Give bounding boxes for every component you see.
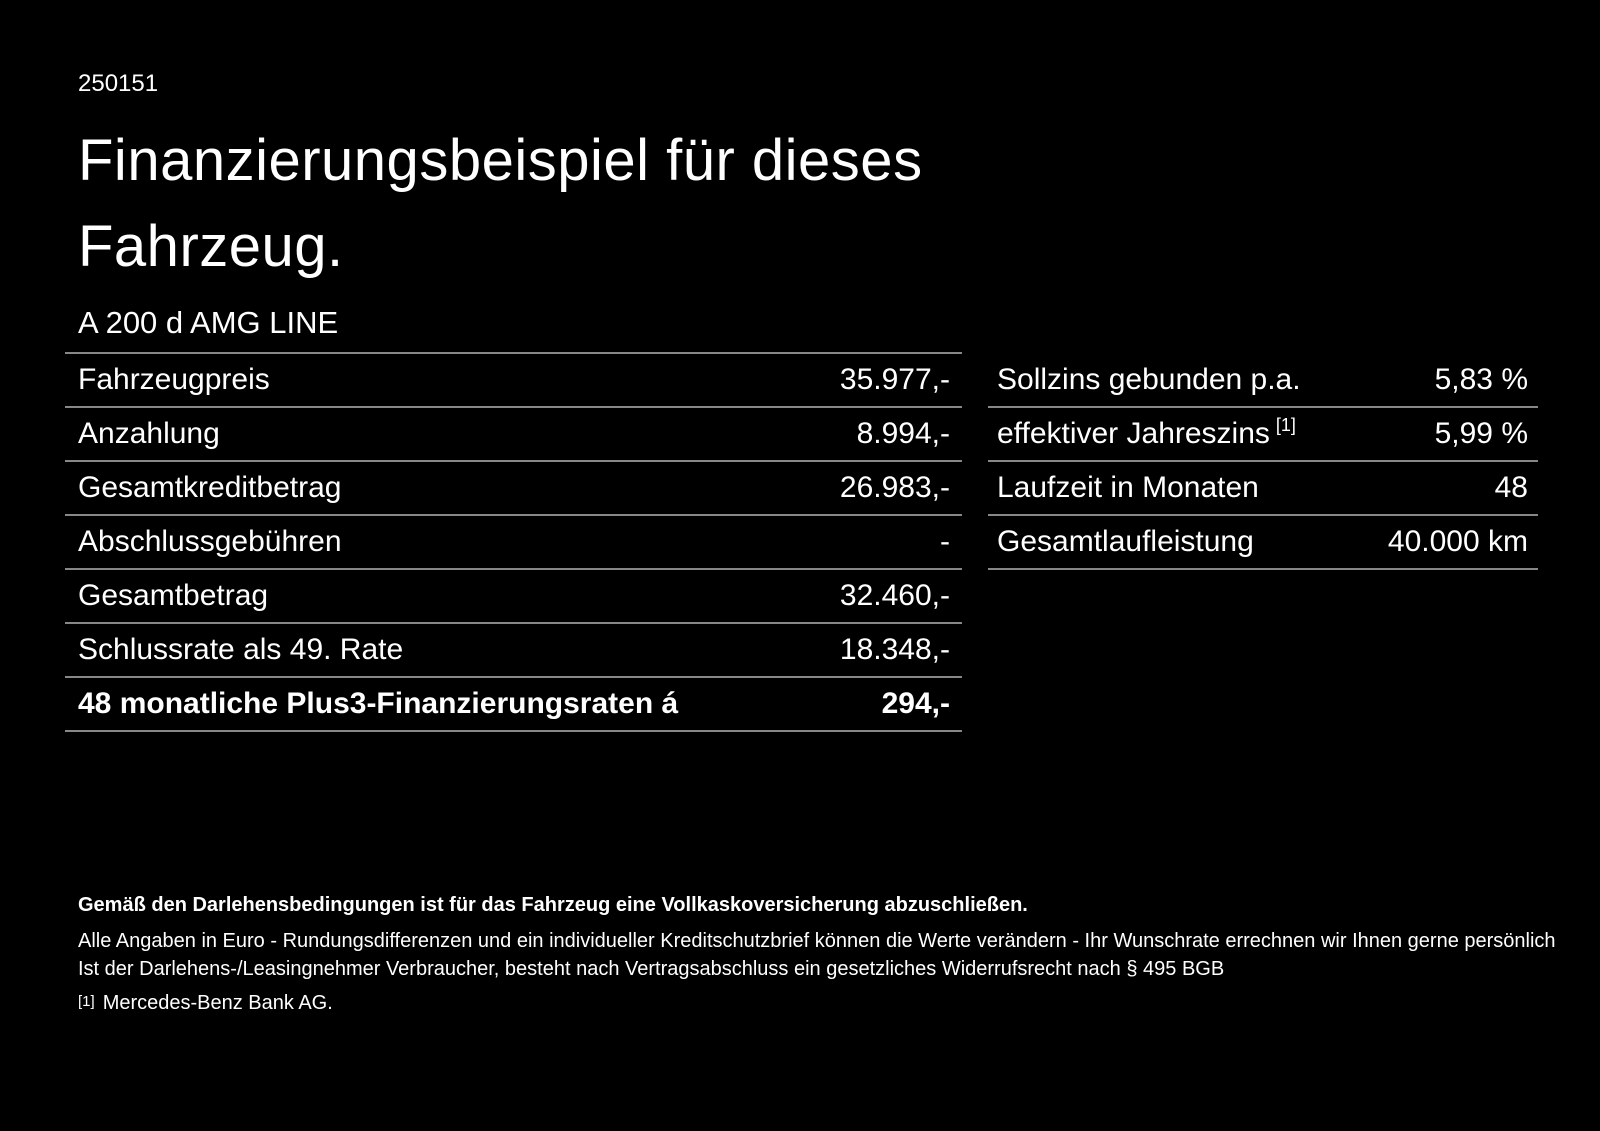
row-label: Sollzins gebunden p.a.: [997, 363, 1301, 396]
finance-row-gesamtbetrag: Gesamtbetrag 32.460,-: [65, 570, 962, 624]
footnote: [1] Mercedes-Benz Bank AG.: [78, 991, 333, 1015]
row-label: Fahrzeugpreis: [78, 363, 270, 396]
finance-row-fahrzeugpreis: Fahrzeugpreis 35.977,-: [65, 354, 962, 408]
row-value: 26.983,-: [839, 471, 950, 504]
row-label: Gesamtlaufleistung: [997, 525, 1254, 558]
terms-row-gesamtlaufleistung: Gesamtlaufleistung 40.000 km: [988, 516, 1538, 570]
row-label: Schlussrate als 49. Rate: [78, 633, 404, 666]
footnote-text: Mercedes-Benz Bank AG.: [102, 992, 333, 1014]
disclaimer-line-1: Alle Angaben in Euro - Rundungsdifferenz…: [78, 930, 1556, 952]
row-label: Gesamtbetrag: [78, 579, 269, 612]
page-title-line-1: Finanzierungsbeispiel für dieses: [78, 128, 923, 193]
row-value: 5,83 %: [1434, 363, 1528, 396]
row-value: 8.994,-: [856, 417, 950, 450]
insurance-requirement-note: Gemäß den Darlehensbedingungen ist für d…: [78, 894, 1028, 916]
row-label: Anzahlung: [78, 417, 220, 450]
row-value: 48: [1494, 471, 1528, 504]
row-label: Abschlussgebühren: [78, 525, 342, 558]
finance-row-abschlussgebuehren: Abschlussgebühren -: [65, 516, 962, 570]
row-value: -: [940, 525, 950, 558]
footnote-reference: [1]: [1275, 415, 1296, 435]
page-title-line-2: Fahrzeug.: [78, 214, 344, 279]
terms-row-sollzins: Sollzins gebunden p.a. 5,83 %: [988, 354, 1538, 408]
row-value: 18.348,-: [839, 633, 950, 666]
row-value: 35.977,-: [839, 363, 950, 396]
terms-row-laufzeit: Laufzeit in Monaten 48: [988, 462, 1538, 516]
vehicle-model-name: A 200 d AMG LINE: [78, 305, 339, 340]
row-label: Laufzeit in Monaten: [997, 471, 1259, 504]
finance-table: Fahrzeugpreis 35.977,- Anzahlung 8.994,-…: [65, 352, 962, 732]
row-value: 32.460,-: [839, 579, 950, 612]
finance-row-monthly-rate-highlight: 48 monatliche Plus3-Finanzierungsraten á…: [65, 678, 962, 732]
row-value: 40.000 km: [1387, 525, 1528, 558]
page-title: Finanzierungsbeispiel für dieses Fahrzeu…: [78, 118, 923, 290]
finance-row-gesamtkreditbetrag: Gesamtkreditbetrag 26.983,-: [65, 462, 962, 516]
footnote-marker: [1]: [78, 993, 95, 1010]
disclaimer-line-2: Ist der Darlehens-/Leasingnehmer Verbrau…: [78, 958, 1225, 980]
row-value: 5,99 %: [1434, 417, 1528, 450]
row-label: 48 monatliche Plus3-Finanzierungsraten á: [78, 687, 679, 720]
finance-row-anzahlung: Anzahlung 8.994,-: [65, 408, 962, 462]
terms-table: Sollzins gebunden p.a. 5,83 % effektiver…: [988, 352, 1538, 570]
doc-number: 250151: [78, 70, 159, 97]
finance-row-schlussrate: Schlussrate als 49. Rate 18.348,-: [65, 624, 962, 678]
row-label: Gesamtkreditbetrag: [78, 471, 342, 504]
row-value: 294,-: [881, 687, 950, 720]
row-label: effektiver Jahreszins [1]: [997, 415, 1296, 450]
terms-row-effektiver-jahreszins: effektiver Jahreszins [1] 5,99 %: [988, 408, 1538, 462]
